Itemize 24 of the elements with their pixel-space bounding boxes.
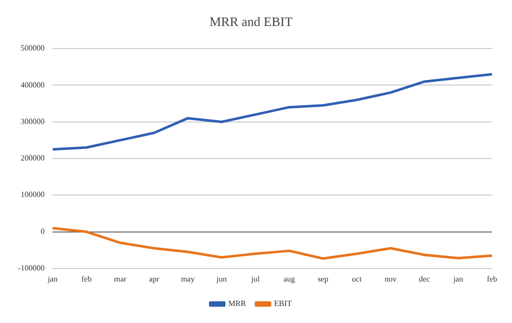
legend-label: EBIT bbox=[274, 299, 292, 308]
legend-label: MRR bbox=[228, 299, 247, 308]
x-tick-label: oct bbox=[352, 274, 362, 284]
x-tick-label: nov bbox=[384, 274, 397, 284]
x-tick-label: sep bbox=[318, 274, 328, 284]
x-tick-label: dec bbox=[418, 274, 430, 284]
y-tick-label: 300000 bbox=[20, 116, 45, 126]
x-tick-label: feb bbox=[81, 274, 92, 284]
y-tick-label: -100000 bbox=[18, 263, 45, 272]
y-tick-label: 0 bbox=[40, 226, 45, 236]
x-tick-label: feb bbox=[486, 274, 498, 284]
x-tick-label: apr bbox=[148, 274, 160, 284]
x-tick-label: jun bbox=[216, 274, 227, 284]
chart-title: MRR and EBIT bbox=[209, 14, 293, 30]
x-tick-label: jul bbox=[250, 274, 260, 284]
y-tick-label: 500000 bbox=[20, 44, 45, 53]
y-tick-label: 200000 bbox=[20, 154, 45, 163]
x-tick-label: jan bbox=[46, 274, 58, 284]
y-tick-label: 400000 bbox=[20, 80, 45, 90]
y-tick-label: 100000 bbox=[20, 190, 45, 200]
x-tick-label: may bbox=[180, 274, 195, 284]
x-tick-label: jan bbox=[452, 274, 464, 284]
x-tick-label: mar bbox=[114, 274, 127, 284]
x-tick-label: aug bbox=[283, 274, 296, 284]
